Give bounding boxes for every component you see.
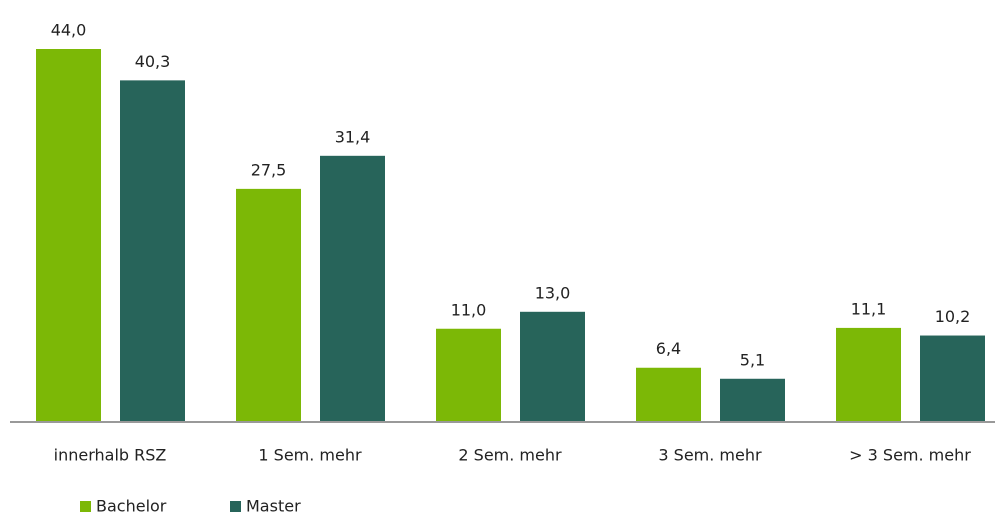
bar bbox=[720, 378, 785, 422]
x-tick-label: 3 Sem. mehr bbox=[658, 446, 762, 465]
data-label: 5,1 bbox=[740, 350, 765, 369]
bar bbox=[836, 327, 901, 422]
bar bbox=[36, 49, 101, 422]
data-label: 40,3 bbox=[135, 52, 171, 71]
data-label: 11,1 bbox=[851, 299, 887, 318]
x-tick-label: 2 Sem. mehr bbox=[458, 446, 562, 465]
bar bbox=[920, 335, 985, 422]
data-label: 10,2 bbox=[935, 307, 971, 326]
legend-label: Master bbox=[246, 497, 301, 516]
bar bbox=[520, 311, 585, 422]
x-tick-label: 1 Sem. mehr bbox=[258, 446, 362, 465]
data-label: 44,0 bbox=[51, 21, 87, 40]
data-label: 31,4 bbox=[335, 127, 371, 146]
bar bbox=[436, 328, 501, 422]
bar bbox=[636, 367, 701, 422]
legend-swatch bbox=[80, 501, 91, 512]
data-label: 11,0 bbox=[451, 300, 487, 319]
data-label: 6,4 bbox=[656, 339, 681, 358]
legend-label: Bachelor bbox=[96, 497, 167, 516]
bar bbox=[120, 80, 185, 422]
bar bbox=[236, 188, 301, 422]
data-label: 27,5 bbox=[251, 160, 287, 179]
legend-swatch bbox=[230, 501, 241, 512]
data-label: 13,0 bbox=[535, 283, 571, 302]
bar bbox=[320, 155, 385, 422]
x-tick-label: > 3 Sem. mehr bbox=[849, 446, 971, 465]
x-tick-label: innerhalb RSZ bbox=[54, 446, 167, 465]
